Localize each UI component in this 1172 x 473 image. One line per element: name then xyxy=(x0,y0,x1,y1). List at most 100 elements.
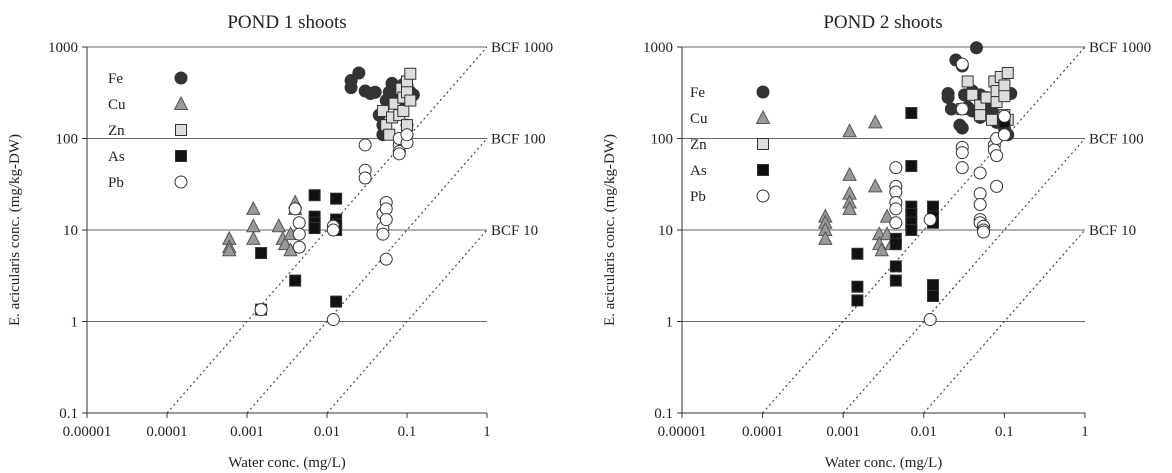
data-point-cu xyxy=(817,230,833,245)
data-point-zn xyxy=(966,88,979,101)
legend-marker-fe xyxy=(756,85,770,99)
x-tick-label: 0.01 xyxy=(314,424,340,440)
data-point-as xyxy=(905,106,918,119)
x-tick-label: 0.1 xyxy=(995,424,1014,440)
legend-label: Fe xyxy=(690,85,705,101)
series-pb xyxy=(254,128,414,327)
data-point-cu xyxy=(842,200,857,215)
data-point-fe xyxy=(955,121,969,135)
y-axis-label: E. acicularis conc. (mg/kg-DW) xyxy=(602,134,618,326)
x-tick-label: 0.0001 xyxy=(742,424,783,440)
legend-label: Pb xyxy=(108,175,124,191)
bcf-line xyxy=(842,138,1085,413)
data-point-cu xyxy=(221,242,237,257)
data-point-zn xyxy=(998,90,1011,103)
bcf-label: BCF 10 xyxy=(491,223,538,239)
x-tick-label: 0.01 xyxy=(911,424,937,440)
data-point-pb xyxy=(973,197,987,211)
bcf-label: BCF 100 xyxy=(491,132,546,148)
bcf-line xyxy=(166,47,487,413)
x-tick-label: 0.001 xyxy=(826,424,860,440)
data-point-pb xyxy=(326,313,340,327)
x-tick-label: 0.0001 xyxy=(146,424,187,440)
data-point-cu xyxy=(271,218,287,233)
data-point-pb xyxy=(379,213,393,227)
legend-marker-pb xyxy=(756,189,770,203)
data-point-as xyxy=(308,189,321,202)
chart-panel-1: POND 1 shoots BCF 1000 BCF 100 BCF 10 0.0000… xyxy=(7,12,553,471)
data-point-pb xyxy=(292,216,306,230)
data-point-fe xyxy=(941,91,955,105)
data-point-fe xyxy=(368,85,382,99)
x-tick-label: 0.00001 xyxy=(63,424,112,440)
data-point-pb xyxy=(358,138,372,152)
data-point-as xyxy=(889,260,902,273)
data-point-zn xyxy=(1001,66,1014,79)
data-point-zn xyxy=(980,91,993,104)
data-point-pb xyxy=(889,216,903,230)
data-point-as xyxy=(330,295,343,308)
data-point-pb xyxy=(973,187,987,201)
x-tick-label: 0.001 xyxy=(230,424,264,440)
legend-label: Cu xyxy=(690,111,708,127)
legend-marker-cu xyxy=(173,95,189,110)
data-point-zn xyxy=(985,113,998,126)
data-point-cu xyxy=(842,123,857,138)
series-cu xyxy=(221,194,303,257)
legend-label: Cu xyxy=(108,97,126,113)
data-point-as xyxy=(905,224,918,236)
y-tick-label: 100 xyxy=(56,132,79,148)
bcf-label: BCF 1000 xyxy=(491,40,553,56)
x-tick-label: 0.1 xyxy=(398,424,417,440)
data-point-as xyxy=(926,279,939,292)
data-point-pb xyxy=(889,161,903,175)
y-tick-label: 1000 xyxy=(48,40,78,56)
data-point-fe xyxy=(352,66,366,80)
data-point-cu xyxy=(879,208,895,223)
data-point-pb xyxy=(955,102,969,116)
legend-marker-zn xyxy=(757,138,769,150)
data-point-fe xyxy=(344,81,358,95)
data-point-zn xyxy=(998,79,1011,92)
data-point-fe xyxy=(944,102,958,116)
data-point-pb xyxy=(358,171,372,185)
data-point-pb xyxy=(254,303,268,317)
data-point-as xyxy=(851,280,864,293)
chart-title: POND 1 shoots xyxy=(227,12,346,33)
legend-marker-as xyxy=(757,164,769,176)
data-point-pb xyxy=(955,57,969,71)
data-point-pb xyxy=(955,146,969,160)
data-point-cu xyxy=(867,114,883,129)
bcf-line xyxy=(326,229,487,413)
legend: Fe Cu Zn As Pb xyxy=(690,85,771,205)
chart-title: POND 2 shoots xyxy=(823,12,942,33)
y-tick-label: 1 xyxy=(71,315,79,331)
data-point-zn xyxy=(974,109,987,122)
data-point-zn xyxy=(404,67,417,80)
data-point-zn xyxy=(376,104,389,117)
data-point-pb xyxy=(889,202,903,216)
legend-marker-fe xyxy=(174,71,188,85)
data-point-pb xyxy=(923,213,937,227)
data-point-cu xyxy=(867,178,883,193)
y-tick-label: 0.1 xyxy=(59,406,78,422)
bcf-line xyxy=(762,47,1085,413)
series-cu xyxy=(817,114,900,257)
data-point-as xyxy=(308,222,321,235)
x-tick-label: 1 xyxy=(1081,424,1089,440)
data-point-zn xyxy=(404,94,417,107)
legend-marker-zn xyxy=(175,124,187,136)
bcf-line xyxy=(246,138,487,413)
bcf-label: BCF 100 xyxy=(1089,132,1144,148)
data-point-pb xyxy=(997,109,1011,123)
data-point-as xyxy=(889,238,902,251)
y-tick-label: 10 xyxy=(658,223,673,239)
bcf-label: BCF 10 xyxy=(1089,223,1136,239)
legend-label: Pb xyxy=(690,189,706,205)
data-point-pb xyxy=(400,128,414,142)
data-point-as xyxy=(255,247,268,260)
legend-label: As xyxy=(108,149,125,165)
bcf-label: BCF 1000 xyxy=(1089,40,1151,56)
series-zn xyxy=(376,67,417,141)
